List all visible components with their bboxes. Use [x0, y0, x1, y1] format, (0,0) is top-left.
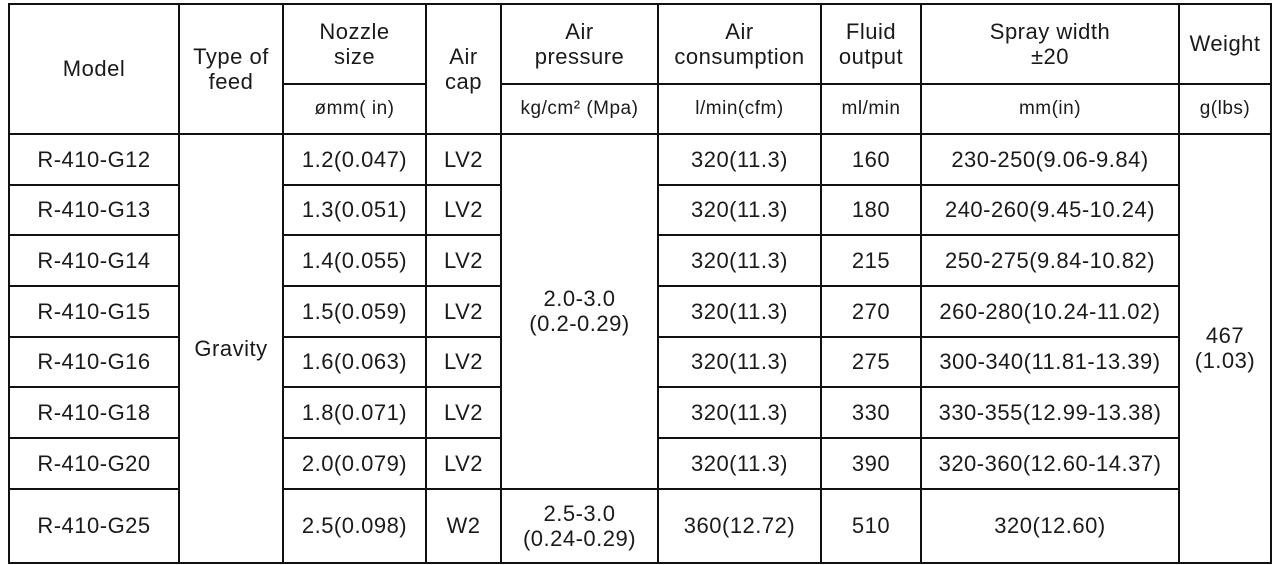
spray-width: 260-280(10.24-11.02) [920, 285, 1180, 338]
unit-row: ømm( in) kg/cm² (Mpa) l/min(cfm) ml/min mm(i… [9, 83, 1272, 135]
air-consumption: 320(11.3) [657, 386, 822, 440]
nozzle-size: 1.3(0.051) [282, 183, 427, 237]
spray-width: 300-340(11.81-13.39) [920, 335, 1180, 389]
column-unit: ømm( in) [282, 83, 427, 135]
column-title: Nozzle size [282, 3, 427, 85]
air-cap: LV2 [425, 437, 502, 490]
fluid-output: 215 [820, 234, 922, 288]
air-cap: LV2 [425, 133, 502, 186]
air-cap: LV2 [425, 183, 502, 237]
data-row: R-410-G15 1.5(0.059) LV2 320(11.3) 270 260-28… [8, 285, 1271, 338]
air-consumption: 320(11.3) [657, 234, 822, 288]
nozzle-size: 1.2(0.047) [282, 133, 427, 186]
model: R-410-G16 [8, 335, 180, 389]
weight: 467 (1.03) [1178, 133, 1272, 564]
air-consumption: 320(11.3) [657, 335, 822, 389]
air-consumption: 320(11.3) [657, 437, 822, 490]
spray-width: 320-360(12.60-14.37) [920, 437, 1180, 490]
column-title: Air cap [425, 3, 502, 135]
fluid-output: 275 [820, 335, 922, 389]
spec-table: Model Type of feed Nozzle size Air cap Air p… [8, 3, 1272, 564]
spray-width: 240-260(9.45-10.24) [920, 183, 1180, 237]
fluid-output: 390 [820, 437, 922, 490]
nozzle-size: 1.4(0.055) [282, 234, 427, 288]
column-title: Air consumption [657, 3, 822, 85]
model: R-410-G15 [8, 285, 180, 338]
column-title: Type of feed [178, 3, 284, 135]
nozzle-size: 2.5(0.098) [282, 487, 427, 564]
air-cap: W2 [425, 487, 502, 564]
spray-width: 230-250(9.06-9.84) [920, 133, 1180, 186]
column-title: Weight [1178, 3, 1272, 85]
column-unit: kg/cm² (Mpa) [500, 83, 659, 135]
air-cap: LV2 [425, 285, 502, 338]
air-pressure: 2.5-3.0 (0.24-0.29) [500, 487, 659, 564]
column-unit: g(lbs) [1178, 83, 1272, 135]
model: R-410-G18 [8, 386, 180, 440]
nozzle-size: 1.8(0.071) [282, 386, 427, 440]
fluid-output: 510 [820, 487, 922, 564]
data-row: R-410-G13 1.3(0.051) LV2 320(11.3) 180 240-26… [8, 183, 1271, 237]
column-unit: ml/min [820, 83, 922, 135]
data-row: R-410-G18 1.8(0.071) LV2 320(11.3) 330 330-35… [8, 386, 1271, 440]
nozzle-size: 1.5(0.059) [282, 285, 427, 338]
model: R-410-G25 [8, 487, 180, 564]
air-consumption: 320(11.3) [657, 183, 822, 237]
model: R-410-G12 [8, 133, 180, 186]
spray-width: 250-275(9.84-10.82) [920, 234, 1180, 288]
table-head: Model Type of feed Nozzle size Air cap Air p… [8, 3, 1272, 135]
data-row: R-410-G25 2.5(0.098) W2 2.5-3.0 (0.24-0.29)… [8, 487, 1271, 564]
column-title: Air pressure [500, 3, 659, 85]
data-row: R-410-G20 2.0(0.079) LV2 320(11.3) 390 320-36… [8, 437, 1271, 490]
column-title: Model [8, 3, 180, 135]
air-pressure: 2.0-3.0 (0.2-0.29) [500, 133, 659, 490]
air-consumption: 320(11.3) [657, 285, 822, 338]
nozzle-size: 1.6(0.063) [282, 335, 427, 389]
column-unit: mm(in) [920, 83, 1180, 135]
fluid-output: 180 [820, 183, 922, 237]
fluid-output: 270 [820, 285, 922, 338]
model: R-410-G14 [8, 234, 180, 288]
spray-width: 330-355(12.99-13.38) [920, 386, 1180, 440]
data-row: R-410-G16 1.6(0.063) LV2 320(11.3) 275 300-34… [8, 335, 1271, 389]
column-unit: l/min(cfm) [657, 83, 822, 135]
column-title: Fluid output [820, 3, 922, 85]
model: R-410-G13 [8, 183, 180, 237]
data-row: R-410-G12 Gravity 1.2(0.047) LV2 2.0-3.0 (0.… [8, 133, 1272, 564]
header-row: Model Type of feed Nozzle size Air cap Air p… [8, 3, 1272, 135]
column-title: Spray width ±20 [920, 3, 1180, 85]
fluid-output: 330 [820, 386, 922, 440]
air-consumption: 320(11.3) [657, 133, 822, 186]
air-cap: LV2 [425, 335, 502, 389]
table-body: R-410-G12 Gravity 1.2(0.047) LV2 2.0-3.0 (0.… [8, 133, 1272, 564]
model: R-410-G20 [8, 437, 180, 490]
fluid-output: 160 [820, 133, 922, 186]
data-row: R-410-G14 1.4(0.055) LV2 320(11.3) 215 250-27… [8, 234, 1271, 288]
air-consumption: 360(12.72) [657, 487, 822, 564]
air-cap: LV2 [425, 234, 502, 288]
nozzle-size: 2.0(0.079) [282, 437, 427, 490]
feed: Gravity [178, 133, 284, 564]
air-cap: LV2 [425, 386, 502, 440]
spray-width: 320(12.60) [920, 487, 1180, 564]
